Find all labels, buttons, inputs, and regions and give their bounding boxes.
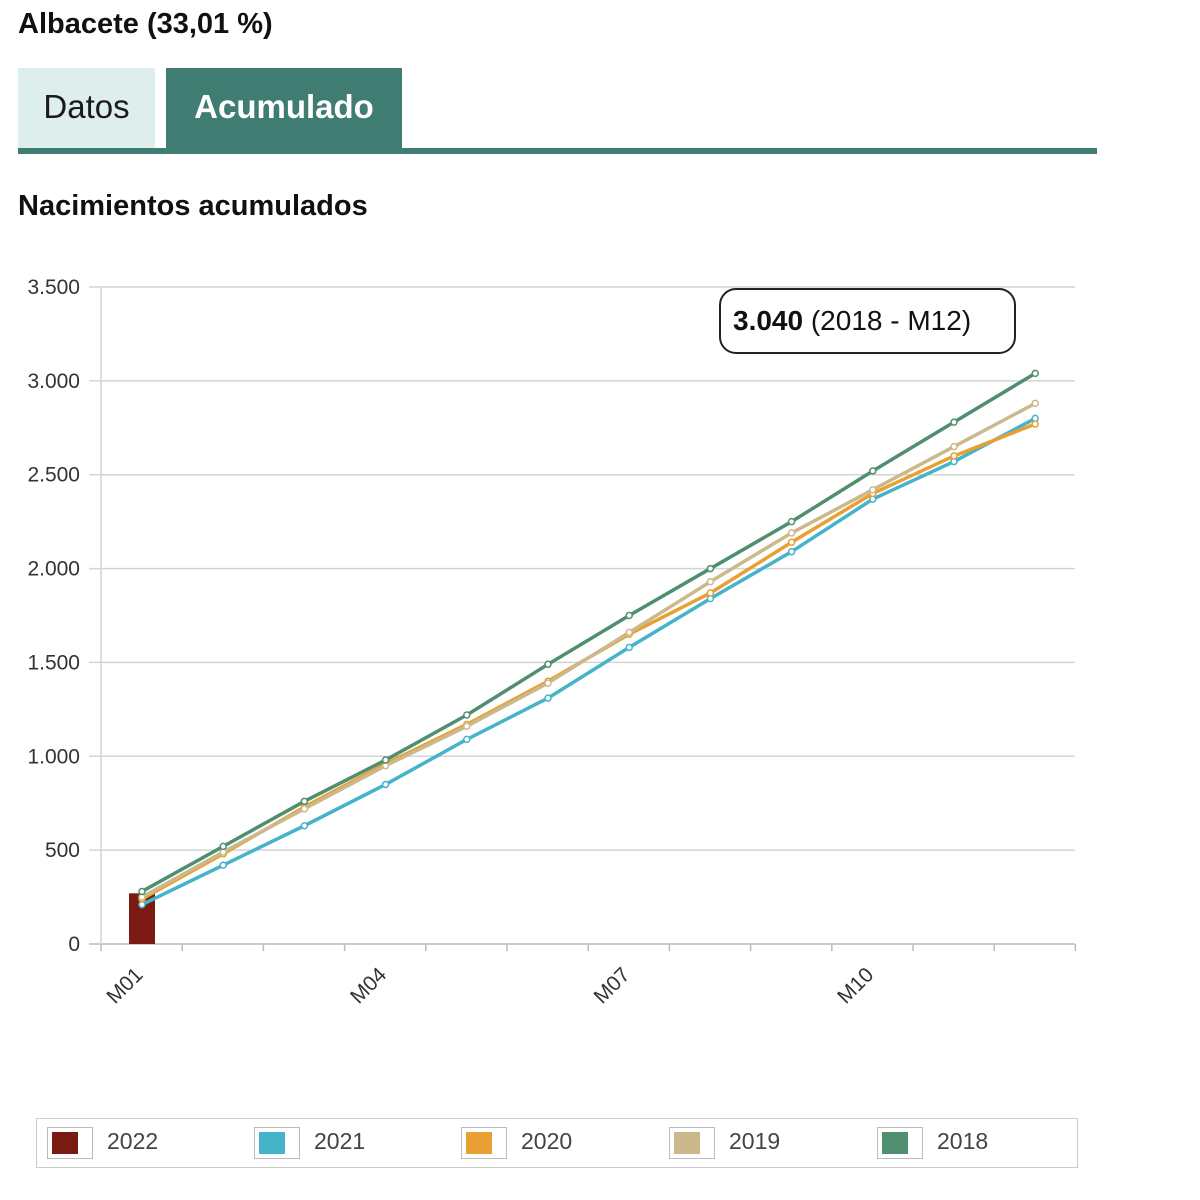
legend-label: 2020 <box>521 1128 573 1154</box>
point-2019 <box>544 679 552 687</box>
tooltip-detail: (2018 - M12) <box>803 305 971 336</box>
point-2019 <box>869 485 877 494</box>
tab-bar: Datos Acumulado <box>18 68 1097 154</box>
point-2019 <box>1031 399 1039 408</box>
point-2019 <box>625 628 633 637</box>
point-2020 <box>706 589 715 597</box>
point-2018 <box>544 660 552 669</box>
legend-swatch <box>254 1127 300 1159</box>
tooltip-text: 3.040 (2018 - M12) <box>733 305 971 336</box>
point-2018 <box>1031 369 1039 378</box>
point-2018 <box>219 842 227 851</box>
legend-swatch <box>461 1127 507 1159</box>
x-tick-label: M07 <box>590 963 635 1008</box>
line-chart: 0 500 1.000 1.500 2.000 2.500 3.000 3.500 M01 M04… <box>27 276 1077 1008</box>
tab-datos[interactable]: Datos <box>18 68 155 150</box>
y-tick-label: 2.000 <box>27 558 80 581</box>
point-2018 <box>625 611 633 620</box>
y-tick-label: 3.000 <box>27 370 80 393</box>
point-2018 <box>869 467 877 475</box>
point-2021 <box>300 821 309 830</box>
x-tick-label: M04 <box>346 963 391 1008</box>
point-2021 <box>381 780 390 789</box>
point-2019 <box>950 442 958 451</box>
tab-acumulado[interactable]: Acumulado <box>166 68 402 150</box>
chart-tooltip: 3.040 (2018 - M12) <box>719 288 1016 354</box>
series-line-2018 <box>141 371 1037 893</box>
legend-label: 2022 <box>107 1128 159 1154</box>
x-tick-label: M01 <box>102 963 147 1008</box>
point-2020 <box>950 452 958 460</box>
legend-swatch <box>47 1127 93 1159</box>
point-2018 <box>706 564 715 573</box>
chart-legend: 2022 2021 2020 2019 2018 <box>36 1118 1078 1168</box>
point-2020 <box>1031 420 1039 428</box>
y-tick-label: 0 <box>68 933 80 956</box>
point-2021 <box>787 547 796 556</box>
y-tick-label: 2.500 <box>27 464 80 487</box>
point-2019 <box>706 577 715 586</box>
series-line-2020 <box>141 422 1036 901</box>
point-2018 <box>463 711 471 719</box>
point-2021 <box>625 643 633 652</box>
point-2019 <box>300 805 309 813</box>
point-2021 <box>463 735 471 744</box>
page-title: Albacete (33,01 %) <box>18 8 273 40</box>
legend-label: 2019 <box>729 1128 781 1154</box>
y-tick-label: 1.000 <box>27 745 80 768</box>
legend-label: 2021 <box>314 1128 366 1154</box>
y-tick-label: 1.500 <box>27 651 80 674</box>
point-2021 <box>219 861 227 869</box>
y-tick-label: 500 <box>45 839 80 862</box>
legend-label: 2018 <box>937 1128 989 1154</box>
point-2019 <box>787 529 796 537</box>
point-2018 <box>138 887 146 896</box>
x-tick-label: M10 <box>833 963 878 1008</box>
chart-title: Nacimientos acumulados <box>18 190 368 222</box>
tab-underline <box>18 148 1097 154</box>
tooltip-value: 3.040 <box>733 305 803 336</box>
point-2018 <box>381 756 390 764</box>
point-2018 <box>950 418 958 426</box>
legend-swatch <box>877 1127 923 1159</box>
point-2018 <box>300 797 309 806</box>
point-2021 <box>544 694 552 702</box>
tooltip-box <box>719 288 1016 354</box>
y-tick-label: 3.500 <box>27 276 80 299</box>
series-line-2019 <box>141 401 1037 899</box>
legend-swatch <box>669 1127 715 1159</box>
point-2020 <box>787 538 796 547</box>
series-line-2021 <box>141 416 1037 907</box>
point-2018 <box>787 517 796 526</box>
point-2019 <box>463 722 471 731</box>
